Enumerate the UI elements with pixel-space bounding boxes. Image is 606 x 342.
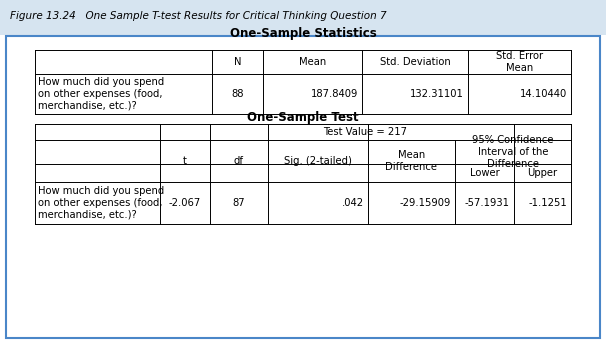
Text: Lower: Lower [470,168,499,178]
Text: Mean
Difference: Mean Difference [385,150,438,172]
Text: -1.1251: -1.1251 [528,198,567,208]
Text: 88: 88 [231,89,244,99]
Text: 87: 87 [233,198,245,208]
Text: Upper: Upper [527,168,558,178]
Text: Std. Deviation: Std. Deviation [379,57,450,67]
Text: One-Sample Statistics: One-Sample Statistics [230,27,376,40]
Text: 132.31101: 132.31101 [410,89,464,99]
Text: Test Value = 217: Test Value = 217 [324,127,407,137]
Text: How much did you spend
on other expenses (food,
merchandise, etc.)?: How much did you spend on other expenses… [38,186,164,220]
Text: One-Sample Test: One-Sample Test [247,111,359,124]
Text: Sig. (2-tailed): Sig. (2-tailed) [284,156,352,166]
FancyBboxPatch shape [6,36,600,338]
Text: .042: .042 [342,198,364,208]
Text: t: t [183,156,187,166]
Text: How much did you spend
on other expenses (food,
merchandise, etc.)?: How much did you spend on other expenses… [38,77,164,110]
Text: -2.067: -2.067 [169,198,201,208]
Text: 187.8409: 187.8409 [311,89,358,99]
Text: N: N [234,57,241,67]
FancyBboxPatch shape [0,0,606,35]
Text: -29.15909: -29.15909 [399,198,451,208]
Text: Std. Error
Mean: Std. Error Mean [496,51,543,73]
Text: Figure 13.24   One Sample T-test Results for Critical Thinking Question 7: Figure 13.24 One Sample T-test Results f… [10,11,387,21]
Text: 95% Confidence
Interval of the
Difference: 95% Confidence Interval of the Differenc… [472,135,554,169]
Text: df: df [234,156,244,166]
Text: Mean: Mean [299,57,326,67]
Text: -57.1931: -57.1931 [465,198,510,208]
Text: 14.10440: 14.10440 [520,89,567,99]
